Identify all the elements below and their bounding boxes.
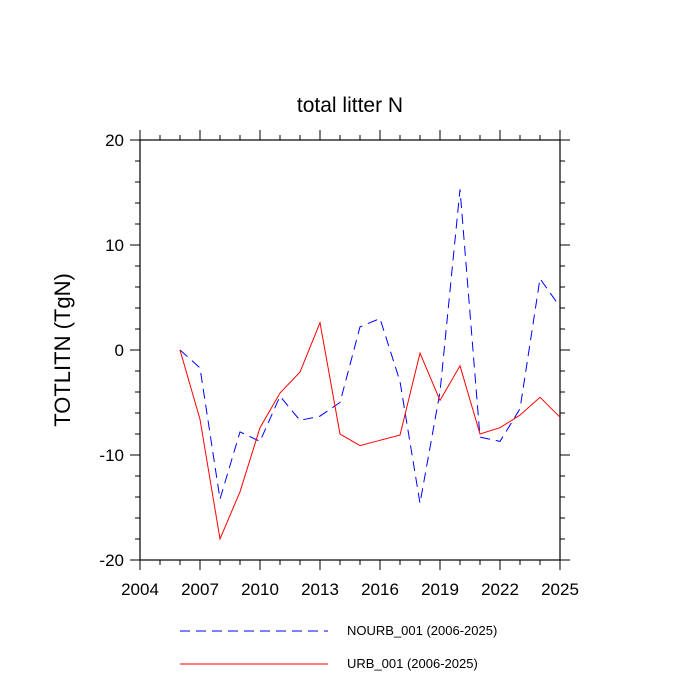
- x-tick-label: 2013: [301, 580, 339, 599]
- x-tick-label: 2022: [481, 580, 519, 599]
- y-axis-label: TOTLITN (TgN): [50, 273, 75, 427]
- series-line-2: [179, 320, 561, 541]
- x-tick-label: 2025: [541, 580, 579, 599]
- x-tick-label: 2007: [181, 580, 219, 599]
- legend: NOURB_001 (2006-2025) URB_001 (2006-2025): [180, 623, 497, 671]
- series-line-1: [179, 189, 561, 504]
- y-tick-label: 0: [115, 341, 124, 360]
- x-tick-label: 2004: [121, 580, 159, 599]
- y-tick-label: -10: [99, 446, 124, 465]
- y-tick-label: 20: [105, 131, 124, 150]
- plot-area: 2004 2007 2010 2013 2016 2019 2022 2025 -20 -10 0 1…: [99, 130, 579, 599]
- x-tick-label: 2016: [361, 580, 399, 599]
- y-tick-label: -20: [99, 551, 124, 570]
- x-tick-label: 2019: [421, 580, 459, 599]
- chart-title: total litter N: [297, 94, 403, 117]
- legend-label-2: URB_001 (2006-2025): [347, 656, 478, 671]
- y-tick-label: 10: [105, 236, 124, 255]
- legend-label-1: NOURB_001 (2006-2025): [347, 623, 497, 638]
- x-tick-label: 2010: [241, 580, 279, 599]
